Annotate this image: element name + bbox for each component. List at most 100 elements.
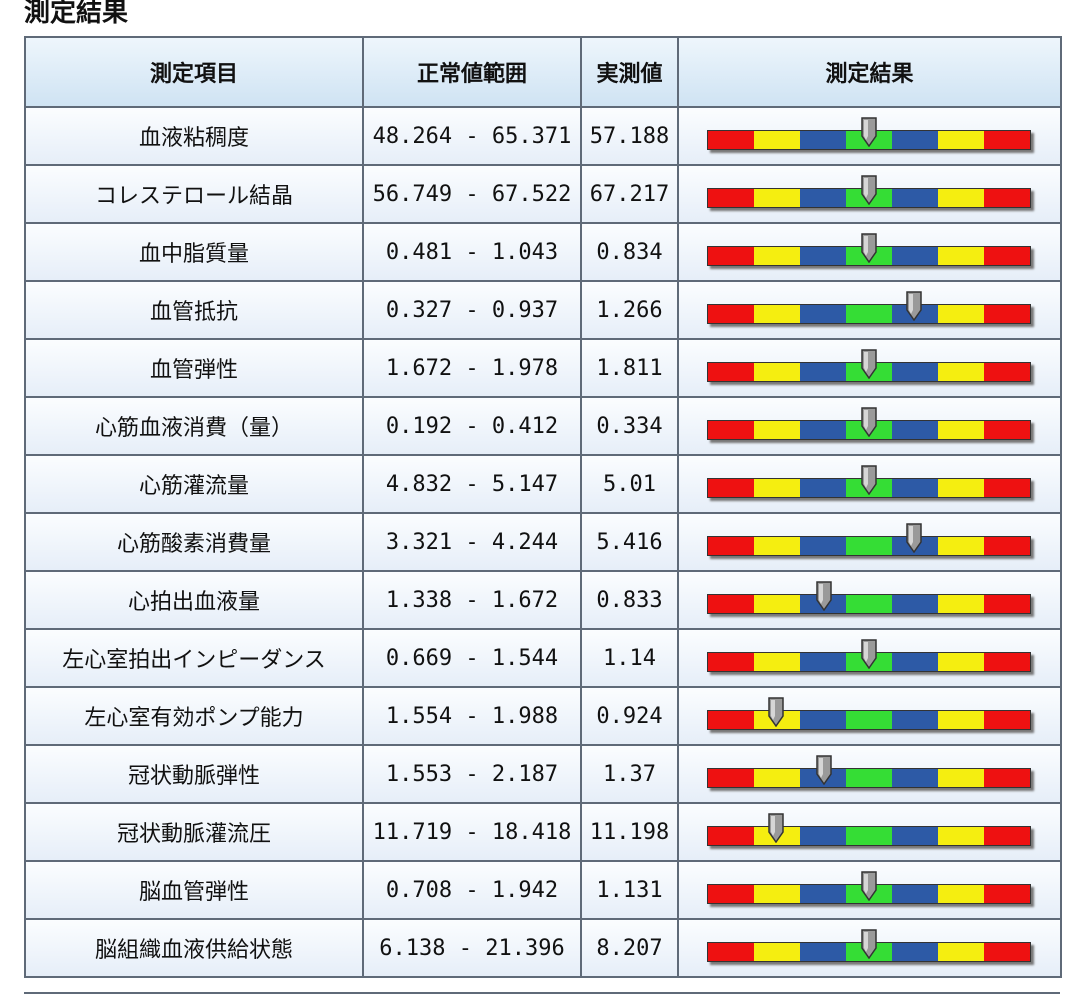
header-measured-value: 実測値 <box>580 36 679 108</box>
gray-pointer-icon <box>905 523 923 554</box>
normal-range: 1.672 - 1.978 <box>362 338 582 398</box>
gauge-segment-yellow <box>938 595 984 613</box>
gauge-segment-yellow <box>754 885 800 903</box>
measured-value: 0.833 <box>580 570 679 630</box>
gauge-segment-blue <box>800 363 846 381</box>
result-gauge <box>707 175 1031 208</box>
gauge-segment-red <box>708 653 754 671</box>
result-gauge-cell <box>677 744 1062 804</box>
gauge-segment-yellow <box>938 943 984 961</box>
gauge-segment-blue <box>800 711 846 729</box>
gauge-segment-yellow <box>754 479 800 497</box>
gauge-segment-blue <box>800 943 846 961</box>
normal-range: 0.481 - 1.043 <box>362 222 582 282</box>
gauge-segment-blue <box>892 885 938 903</box>
gauge-segment-yellow <box>938 189 984 207</box>
gray-pointer-icon <box>767 813 785 844</box>
measured-value: 0.334 <box>580 396 679 456</box>
gauge-segment-red <box>708 711 754 729</box>
gauge-segment-yellow <box>754 421 800 439</box>
gauge-segment-blue <box>892 711 938 729</box>
gauge-segment-red <box>984 653 1030 671</box>
measurement-item: 血中脂質量 <box>24 222 364 282</box>
result-gauge-cell <box>677 918 1062 978</box>
gauge-segment-blue <box>892 247 938 265</box>
normal-range: 0.669 - 1.544 <box>362 628 582 688</box>
gray-pointer-icon <box>860 639 878 670</box>
measured-value: 1.37 <box>580 744 679 804</box>
result-gauge <box>707 233 1031 266</box>
result-gauge <box>707 117 1031 150</box>
gauge-segment-blue <box>800 479 846 497</box>
gauge-segment-red <box>984 943 1030 961</box>
gauge-segment-yellow <box>938 131 984 149</box>
gauge-segment-yellow <box>754 363 800 381</box>
gauge-segment-yellow <box>938 885 984 903</box>
gauge-segment-red <box>984 769 1030 787</box>
measured-value: 1.14 <box>580 628 679 688</box>
gauge-segment-blue <box>892 827 938 845</box>
gauge-segment-red <box>708 885 754 903</box>
measured-value: 1.131 <box>580 860 679 920</box>
measurement-item: 脳血管弾性 <box>24 860 364 920</box>
gauge-segment-yellow <box>938 421 984 439</box>
normal-range: 56.749 - 67.522 <box>362 164 582 224</box>
measurement-item: 左心室有効ポンプ能力 <box>24 686 364 746</box>
gauge-segment-red <box>984 363 1030 381</box>
gauge-segment-green <box>846 827 892 845</box>
measured-value: 57.188 <box>580 106 679 166</box>
gauge-segment-yellow <box>938 305 984 323</box>
measured-value: 8.207 <box>580 918 679 978</box>
result-gauge-cell <box>677 396 1062 456</box>
result-gauge <box>707 871 1031 904</box>
gauge-segment-blue <box>892 421 938 439</box>
gray-pointer-icon <box>860 117 878 148</box>
normal-range: 1.338 - 1.672 <box>362 570 582 630</box>
gauge-segment-red <box>984 247 1030 265</box>
result-gauge-cell <box>677 628 1062 688</box>
gauge-segment-yellow <box>938 363 984 381</box>
result-gauge <box>707 697 1031 730</box>
gauge-segment-blue <box>800 305 846 323</box>
gauge-segment-yellow <box>938 479 984 497</box>
gauge-segment-red <box>708 595 754 613</box>
result-gauge <box>707 349 1031 382</box>
gray-pointer-icon <box>905 291 923 322</box>
gauge-segment-green <box>846 537 892 555</box>
gauge-segment-red <box>984 711 1030 729</box>
table-row: 血管弾性 1.672 - 1.978 1.811 <box>24 338 1062 398</box>
measurement-item: 心拍出血液量 <box>24 570 364 630</box>
result-gauge <box>707 639 1031 672</box>
normal-range: 3.321 - 4.244 <box>362 512 582 572</box>
gauge-segment-blue <box>892 943 938 961</box>
gauge-segment-red <box>984 885 1030 903</box>
result-gauge-cell <box>677 222 1062 282</box>
gauge-segment-red <box>984 305 1030 323</box>
gauge-segment-yellow <box>754 595 800 613</box>
result-gauge-cell <box>677 860 1062 920</box>
result-gauge <box>707 523 1031 556</box>
table-row: 冠状動脈弾性 1.553 - 2.187 1.37 <box>24 744 1062 804</box>
result-gauge <box>707 755 1031 788</box>
gauge-segment-blue <box>892 653 938 671</box>
gauge-segment-red <box>984 827 1030 845</box>
gauge-segment-blue <box>892 363 938 381</box>
header-result: 測定結果 <box>677 36 1062 108</box>
measurement-item: 血管抵抗 <box>24 280 364 340</box>
gray-pointer-icon <box>860 407 878 438</box>
gauge-segment-blue <box>892 479 938 497</box>
gauge-segment-red <box>984 189 1030 207</box>
measurement-item: 冠状動脈灌流圧 <box>24 802 364 862</box>
gauge-segment-yellow <box>938 711 984 729</box>
result-gauge-cell <box>677 686 1062 746</box>
table-row: 心筋血液消費（量） 0.192 - 0.412 0.334 <box>24 396 1062 456</box>
measured-value: 5.01 <box>580 454 679 514</box>
table-row: 心筋酸素消費量 3.321 - 4.244 5.416 <box>24 512 1062 572</box>
page-title: 測定結果 <box>24 0 129 28</box>
gauge-segment-yellow <box>938 769 984 787</box>
gauge-segment-red <box>708 479 754 497</box>
gray-pointer-icon <box>815 755 833 786</box>
gauge-segment-blue <box>800 653 846 671</box>
normal-range: 6.138 - 21.396 <box>362 918 582 978</box>
gauge-segment-red <box>708 827 754 845</box>
